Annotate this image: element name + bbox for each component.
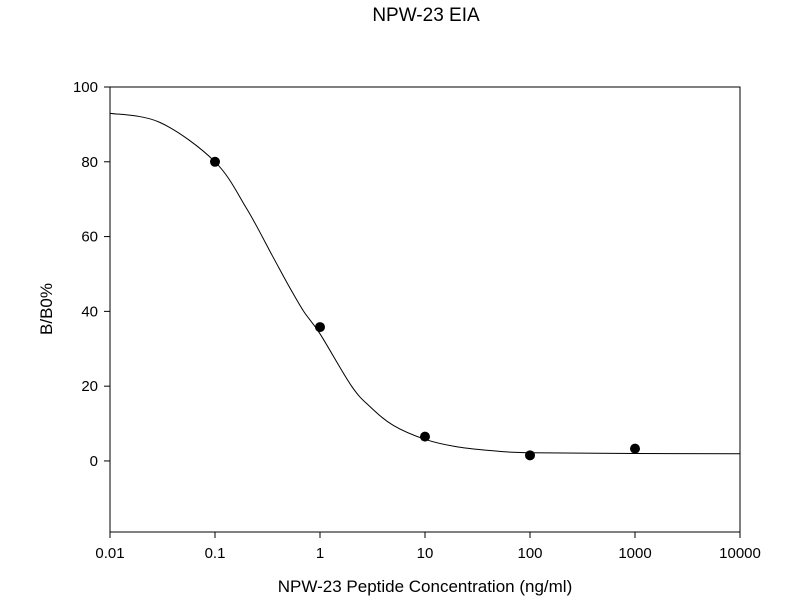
x-tick-label: 10000 <box>719 545 761 562</box>
data-point <box>525 450 535 461</box>
data-point <box>210 156 220 167</box>
x-tick-label: 100 <box>517 545 542 562</box>
y-tick-label: 20 <box>81 378 98 395</box>
y-tick-label: 0 <box>90 453 98 470</box>
x-tick-label: 0.01 <box>95 545 124 562</box>
x-tick-label: 1 <box>316 545 324 562</box>
fit-curve <box>109 112 741 455</box>
y-tick-label: 60 <box>81 229 98 246</box>
y-tick-label: 100 <box>73 79 98 96</box>
y-tick-label: 40 <box>81 303 98 320</box>
x-tick-label: 0.1 <box>205 545 226 562</box>
data-point <box>630 443 640 454</box>
plot-frame <box>109 86 741 533</box>
chart-title: NPW-23 EIA <box>372 5 480 26</box>
data-point <box>420 431 430 442</box>
x-tick-label: 1000 <box>618 545 651 562</box>
y-tick-label: 80 <box>81 154 98 171</box>
x-axis-label: NPW-23 Peptide Concentration (ng/ml) <box>278 577 573 596</box>
y-axis-label: B/B0% <box>37 283 56 335</box>
x-tick-label: 10 <box>417 545 434 562</box>
data-point <box>315 322 325 333</box>
y-axis-ticks: 0 20 40 60 80 100 <box>73 79 110 470</box>
x-axis-ticks: 0.01 0.1 1 10 100 1000 10000 <box>95 532 761 562</box>
data-points <box>210 156 640 461</box>
